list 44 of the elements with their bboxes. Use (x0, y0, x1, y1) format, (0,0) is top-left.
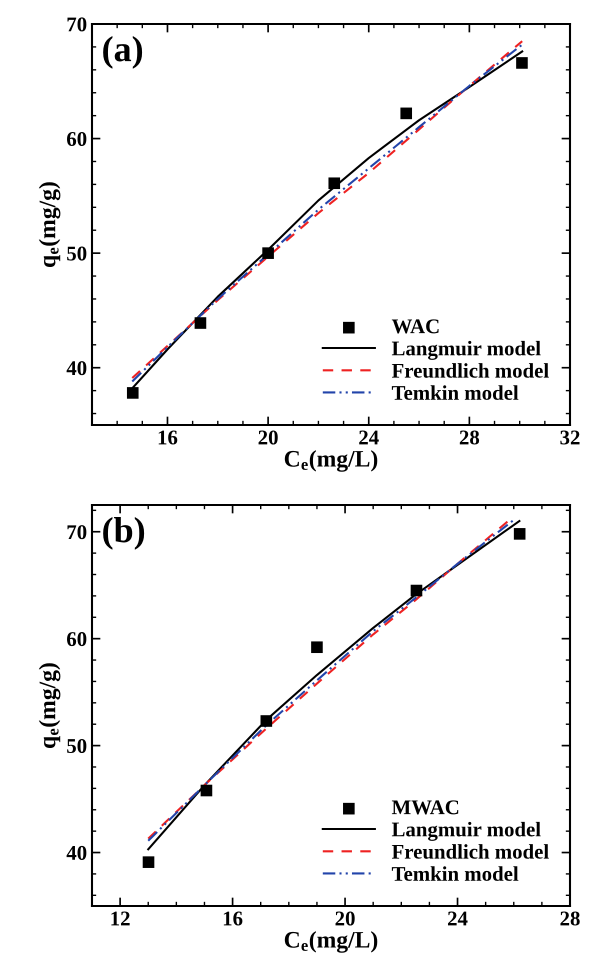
x-tick-label: 28 (460, 430, 480, 445)
x-tick-label: 28 (560, 911, 580, 926)
y-tick-label: 50 (67, 246, 86, 261)
x-tick-label: 24 (359, 430, 379, 444)
point (400, 108, 412, 120)
y-tick-label: 70 (67, 17, 86, 32)
y-tick-label: 60 (67, 632, 86, 646)
y-axis-title: q$_{e}$(mg/g) (38, 182, 60, 267)
x-tick-label: 24 (448, 912, 468, 926)
point (311, 641, 323, 654)
x-tick-label: 16 (224, 912, 242, 926)
legend-label: Freundlich model (392, 363, 549, 378)
x-tick-label: 20 (258, 430, 278, 445)
point (126, 387, 139, 399)
point (410, 584, 422, 596)
annotation: (a) (103, 36, 142, 69)
point (514, 528, 526, 540)
point (516, 57, 528, 69)
x-axis-title: C$_{e}$(mg/L) (284, 450, 378, 472)
point (142, 856, 154, 868)
x-tick-label: 32 (560, 430, 580, 445)
legend-label: Temkin model (392, 385, 518, 400)
legend-label: Temkin model (392, 866, 518, 881)
point (262, 247, 274, 259)
y-tick-label: 50 (67, 738, 86, 754)
legend-label: WAC (392, 319, 439, 334)
y-tick-label: 40 (66, 361, 86, 376)
point (200, 784, 212, 796)
y-axis-title: q$_{e}$(mg/g) (38, 663, 60, 748)
annotation: (b) (103, 517, 144, 550)
legend-label: MWAC (392, 800, 458, 814)
x-tick-label: 16 (158, 430, 178, 445)
legend-label: Langmuir model (392, 822, 541, 841)
legend-label: Freundlich model (392, 844, 549, 859)
legend-label: Langmuir model (392, 340, 541, 360)
y-tick-label: 70 (67, 525, 86, 540)
point (260, 715, 272, 727)
point (194, 317, 206, 329)
x-tick-label: 20 (336, 911, 355, 926)
y-tick-label: 60 (67, 132, 86, 146)
point (328, 177, 340, 190)
x-axis-title: C$_{e}$(mg/L) (284, 931, 378, 953)
x-tick-label: 12 (111, 912, 130, 926)
y-tick-label: 40 (66, 846, 86, 860)
